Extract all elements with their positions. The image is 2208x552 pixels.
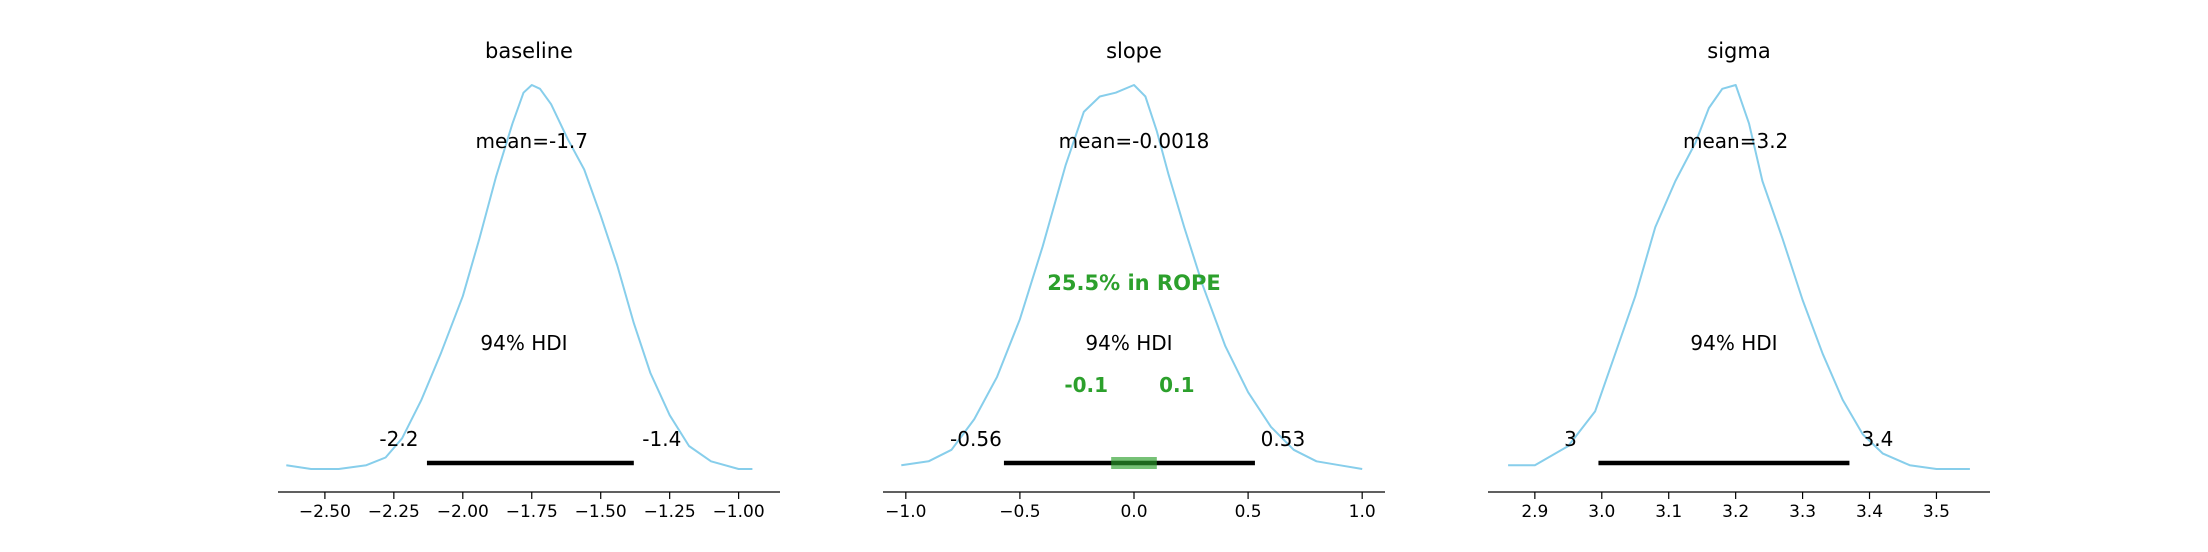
mean-label: mean=3.2 — [1683, 129, 1788, 153]
hdi-bound-label: -0.56 — [950, 427, 1002, 451]
x-tick-label: −2.25 — [368, 502, 420, 522]
hdi-bound-label: -2.2 — [379, 427, 418, 451]
density-curve — [901, 84, 1363, 470]
x-tick-label: −1.25 — [644, 502, 696, 522]
x-tick-label: −1.75 — [506, 502, 558, 522]
x-tick-label: 3.3 — [1789, 502, 1816, 522]
x-tick-label: 1.0 — [1349, 502, 1376, 522]
x-tick-label: 0.5 — [1235, 502, 1262, 522]
hdi-label: 94% HDI — [480, 331, 567, 355]
hdi-label: 94% HDI — [1690, 331, 1777, 355]
panel-title: sigma — [1707, 39, 1770, 63]
x-tick-label: −1.00 — [713, 502, 765, 522]
hdi-label: 94% HDI — [1085, 331, 1172, 355]
hdi-bound-label: 3 — [1564, 427, 1577, 451]
x-tick-label: 3.4 — [1856, 502, 1883, 522]
x-tick-label: −2.00 — [437, 502, 489, 522]
panel-title: slope — [1106, 39, 1162, 63]
panel-sigma: sigma mean=3.2 94% HDI 3 3.4 2.9 3.0 3.1 3.2 3.3 3… — [1488, 39, 1990, 522]
x-tick-label: 3.1 — [1655, 502, 1682, 522]
hdi-bound-label: 3.4 — [1862, 427, 1894, 451]
rope-bound-label: 0.1 — [1159, 373, 1194, 397]
rope-bar — [1111, 457, 1157, 469]
rope-percent-label: 25.5% in ROPE — [1047, 271, 1220, 295]
hdi-bound-label: 0.53 — [1261, 427, 1306, 451]
panel-slope: slope mean=-0.0018 25.5% in ROPE -0.1 0.1 94%… — [883, 39, 1385, 522]
mean-label: mean=-1.7 — [476, 129, 589, 153]
density-curve — [286, 84, 753, 470]
x-tick-label: −0.5 — [999, 502, 1040, 522]
x-tick-label: 3.5 — [1923, 502, 1950, 522]
x-tick-label: −1.50 — [575, 502, 627, 522]
panel-title: baseline — [485, 39, 573, 63]
x-tick-label: 3.0 — [1588, 502, 1615, 522]
rope-bound-label: -0.1 — [1064, 373, 1108, 397]
panel-baseline: baseline mean=-1.7 94% HDI -2.2 -1.4 −2.50 −2.… — [278, 39, 780, 522]
x-tick-label: −2.50 — [299, 502, 351, 522]
density-curve — [1508, 84, 1970, 470]
x-tick-label: −1.0 — [885, 502, 926, 522]
x-tick-label: 3.2 — [1722, 502, 1749, 522]
hdi-bound-label: -1.4 — [642, 427, 681, 451]
x-tick-label: 0.0 — [1120, 502, 1147, 522]
mean-label: mean=-0.0018 — [1059, 129, 1210, 153]
x-tick-label: 2.9 — [1521, 502, 1548, 522]
